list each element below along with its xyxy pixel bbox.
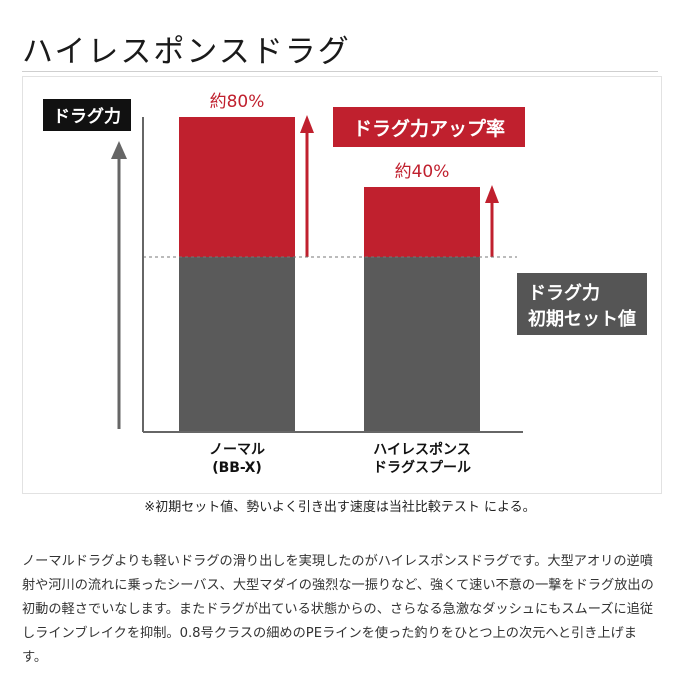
bar-base-0: [179, 257, 295, 432]
y-axis-arrow-head: [111, 141, 127, 159]
increase-arrow-head-0: [300, 115, 314, 133]
footnote: ※初期セット値、勢いよく引き出す速度は当社比較テスト による。: [144, 500, 536, 515]
category-label-highresponse-line-2: ドラグスプール: [373, 459, 471, 476]
category-label-normal-line-2: (BB-X): [212, 460, 262, 476]
y-axis-label: ドラグ力: [53, 106, 121, 127]
bar-increase-1: [364, 187, 480, 257]
title-divider: [22, 71, 658, 72]
reference-label-line-2: 初期セット値: [528, 308, 636, 330]
increase-rate-badge: ドラグ力アップ率: [353, 117, 505, 140]
chart-panel: ドラグ力 ドラグ力アップ率 ドラグ力 初期セット値 約80% 約40% ノーマル …: [22, 76, 662, 494]
drag-force-chart: ドラグ力 ドラグ力アップ率 ドラグ力 初期セット値 約80%約40% ノーマル …: [43, 92, 647, 476]
chart-bars: 約80% 約40%: [143, 92, 517, 432]
y-axis-label-box: [43, 99, 131, 131]
description-text: ノーマルドラグよりも軽いドラグの滑り出しを実現したのがハイレスポンスドラグです。…: [22, 554, 654, 665]
category-label-normal-line-1: ノーマル: [209, 442, 265, 458]
data-label-1: 約40%: [395, 162, 450, 182]
increase-arrow-head-1: [485, 185, 499, 203]
reference-label-box: [517, 273, 647, 335]
page-title: ハイレスポンスドラグ: [22, 34, 351, 70]
reference-label-line-1: ドラグ力: [528, 282, 600, 304]
category-label-highresponse-line-1: ハイレスポンス: [373, 441, 470, 458]
bar-base-1: [364, 257, 480, 432]
data-label-0: 約80%: [210, 92, 265, 112]
increase-rate-badge-box: [333, 107, 525, 147]
bar-increase-0: [179, 117, 295, 257]
